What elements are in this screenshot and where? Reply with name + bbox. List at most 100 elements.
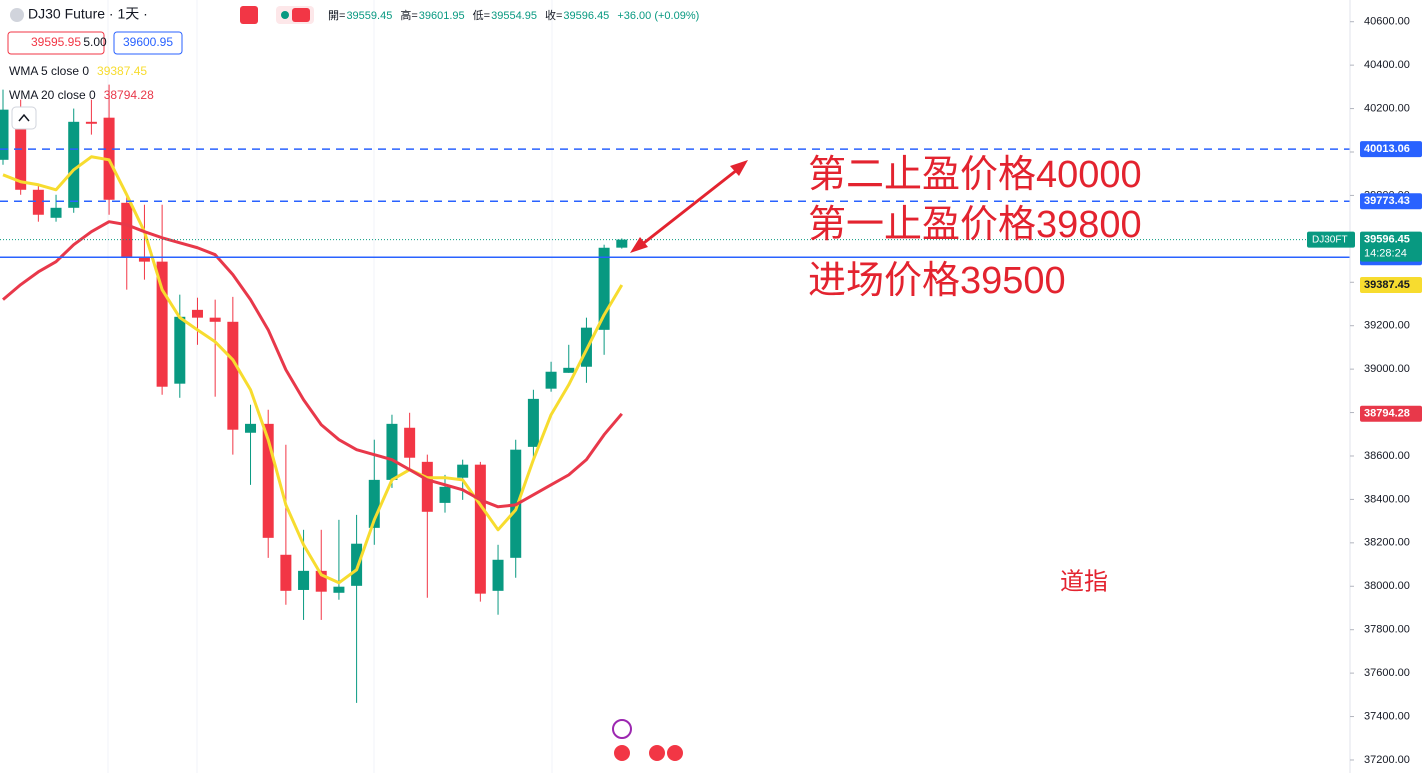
price-line-label: 40013.06	[1364, 143, 1410, 155]
plot	[0, 84, 1350, 703]
y-tick-label: 37400.00	[1364, 710, 1410, 722]
candle-body	[156, 261, 168, 387]
legend-value: 38794.28	[104, 88, 154, 102]
event-icon[interactable]	[612, 743, 632, 763]
y-tick-label: 37200.00	[1364, 754, 1410, 766]
arrow-tail-head	[630, 237, 648, 253]
candle-body	[68, 121, 80, 208]
symbol-icon	[10, 8, 24, 22]
y-tick-label: 37600.00	[1364, 667, 1410, 679]
spread-visible: 5.00	[83, 35, 107, 49]
candle-body	[85, 121, 97, 124]
symbol-tag: DJ30FT	[1312, 234, 1348, 245]
ohlc-label: 高=	[400, 8, 417, 22]
candle-body	[121, 202, 133, 258]
status-icon	[292, 8, 310, 22]
ohlc-label: 收=	[545, 8, 562, 22]
candle-body	[245, 423, 257, 433]
current-price: 39596.45	[1364, 234, 1410, 246]
collapse-icon	[18, 113, 30, 122]
status-dot	[281, 11, 289, 19]
y-tick-label: 38400.00	[1364, 493, 1410, 505]
candle-body	[545, 371, 557, 389]
price-line-label: 39773.43	[1364, 195, 1410, 207]
y-tick-label: 37800.00	[1364, 624, 1410, 636]
y-tick-label: 40200.00	[1364, 102, 1410, 114]
collapse-button[interactable]	[11, 106, 37, 130]
candle-body	[616, 239, 628, 248]
candle-body	[32, 189, 44, 215]
candle-body	[457, 464, 469, 478]
axis-labels: 37200.00 37400.00 37600.00 37800.00 38000.00…	[1307, 16, 1422, 766]
price-line-label-box	[1360, 193, 1422, 210]
candle-body	[421, 461, 433, 512]
y-tick-label: 39000.00	[1364, 363, 1410, 375]
countdown: 14:28:24	[1364, 248, 1407, 260]
candle-body	[404, 427, 416, 458]
ask: 39600.95	[123, 35, 173, 49]
candle-body	[191, 309, 203, 318]
candle-body	[492, 559, 504, 591]
ask-box[interactable]	[113, 31, 183, 55]
indicator-value-tag-box	[1360, 277, 1422, 294]
current-price-box	[1360, 231, 1422, 262]
price-line-label-box	[1360, 141, 1422, 158]
y-tick-label: 38200.00	[1364, 537, 1410, 549]
candle-body	[298, 570, 310, 590]
event-icon[interactable]	[612, 719, 632, 739]
candle-body	[439, 486, 451, 503]
annotation: 第一止盈价格39800	[808, 204, 1142, 246]
wma-line	[2, 220, 623, 509]
legend-name: WMA 20 close 0	[9, 88, 96, 102]
annotation: 进场价格39500	[808, 260, 1066, 302]
grid	[107, 0, 553, 773]
arrow-head	[730, 160, 748, 176]
candle-body	[50, 207, 62, 218]
candle-body	[315, 570, 327, 592]
ohlc-value: 39601.95	[419, 10, 465, 22]
candle-body	[598, 247, 610, 330]
candle-body	[474, 464, 486, 594]
symbol-tag-box	[1307, 231, 1355, 248]
indicator-value-tag-box	[1360, 405, 1422, 422]
flag-icon[interactable]	[240, 6, 258, 24]
event-icon[interactable]	[665, 743, 685, 763]
candle-body	[386, 423, 398, 480]
candle-body	[351, 543, 363, 586]
y-tick-label: 38600.00	[1364, 450, 1410, 462]
bid: 39595.95	[31, 35, 81, 49]
candle-body	[0, 109, 9, 160]
candle-body	[138, 257, 150, 262]
candle-body	[333, 586, 345, 593]
candle-body	[209, 317, 221, 322]
wma-line	[2, 155, 624, 585]
candle-body	[527, 398, 539, 447]
ohlc-value: 39596.45	[563, 10, 609, 22]
candle-body	[227, 321, 239, 430]
indicator-value-tag: 38794.28	[1364, 408, 1410, 420]
event-icon[interactable]	[647, 743, 667, 763]
ohlc-label: 低=	[473, 9, 490, 22]
legend-name: WMA 5 close 0	[9, 64, 89, 78]
candle-body	[280, 554, 292, 591]
indicator-value-tag: 39387.45	[1364, 279, 1410, 291]
price-axis	[1350, 0, 1425, 773]
candle-body	[174, 316, 186, 384]
legend-value: 39387.45	[97, 64, 147, 78]
annotation: 第二止盈价格40000	[808, 154, 1142, 196]
candle-body	[262, 423, 274, 538]
bid-box[interactable]	[7, 31, 105, 55]
ohlc-value: 39559.45	[346, 10, 392, 22]
arrow-line	[639, 164, 743, 248]
ohlc-legend: 開= 39559.45 高= 39601.95 低= 39554.95 收= 39596.45…	[328, 8, 699, 22]
annotation: 道指	[1060, 568, 1108, 595]
y-tick-label: 40400.00	[1364, 59, 1410, 71]
candle-body	[563, 367, 575, 373]
symbol: DJ30 Future · 1天 ·	[28, 6, 148, 22]
candle-body	[368, 479, 380, 528]
ohlc-label: 開=	[328, 9, 345, 22]
y-tick-label: 40600.00	[1364, 16, 1410, 28]
